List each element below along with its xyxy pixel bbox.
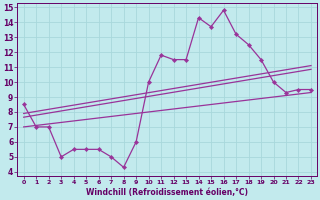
X-axis label: Windchill (Refroidissement éolien,°C): Windchill (Refroidissement éolien,°C) bbox=[86, 188, 248, 197]
